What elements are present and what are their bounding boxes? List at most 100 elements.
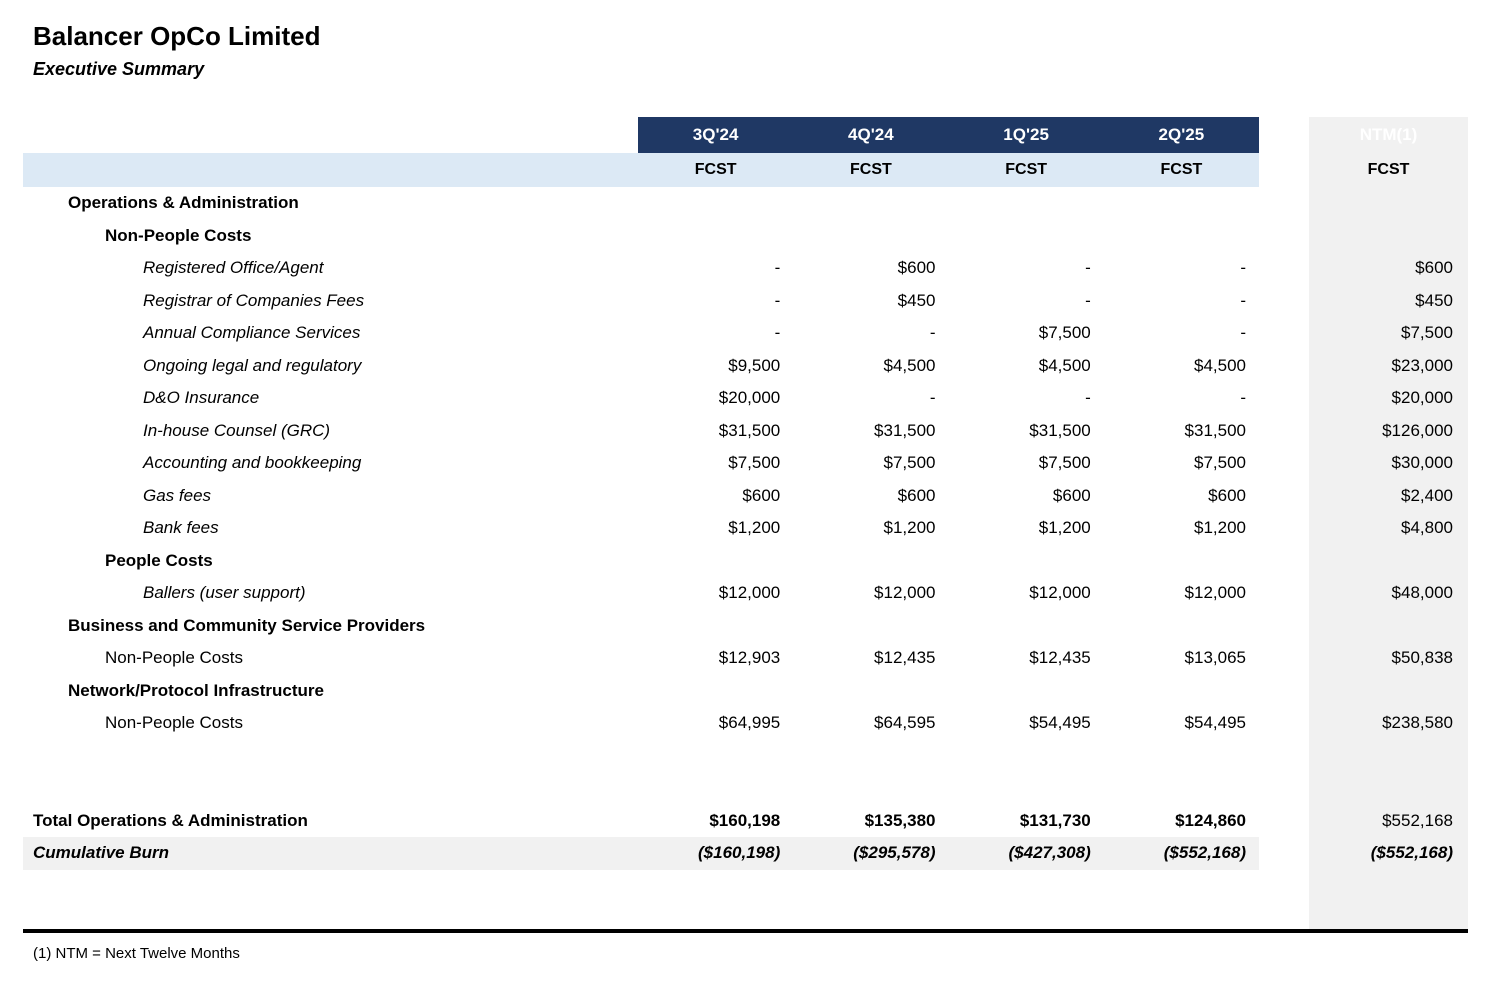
row-label: In-house Counsel (GRC) (143, 420, 331, 440)
footer-rule (23, 928, 1468, 933)
cell-q2: $64,595 (874, 713, 936, 733)
table-row: People Costs (23, 544, 1500, 578)
spacer-cell (1309, 869, 1468, 929)
cell-q1: $20,000 (718, 388, 781, 408)
cell-q2 (793, 772, 948, 805)
spacer-cell (23, 870, 638, 929)
row-label: Non-People Costs (105, 225, 252, 245)
row-label: Gas fees (143, 485, 212, 505)
cell-q4 (1104, 545, 1259, 578)
footnote: (1) NTM = Next Twelve Months (33, 944, 240, 962)
column-gap (1259, 415, 1309, 448)
cell-q3: $12,435 (1029, 648, 1091, 668)
cell-q3: $600 (1052, 485, 1091, 505)
cell-ntm: $50,838 (1309, 642, 1468, 675)
cell-q1 (638, 740, 793, 773)
cell-ntm: $552,168 (1309, 804, 1468, 837)
cell-q4 (1104, 740, 1259, 773)
cell-q2 (793, 187, 948, 220)
cell-ntm: ($552,168) (1309, 837, 1468, 870)
cell-ntm (1309, 609, 1468, 642)
column-gap (1259, 480, 1309, 513)
column-gap (1259, 837, 1309, 870)
cell-ntm: $7,500 (1309, 317, 1468, 350)
table-row: Non-People Costs (23, 219, 1500, 253)
fcst-4q24: FCST (793, 153, 949, 187)
cell-q3: - (1085, 388, 1091, 408)
cell-ntm: $48,000 (1309, 577, 1468, 610)
column-gap (1259, 447, 1309, 480)
fcst-2q25: FCST (1103, 153, 1259, 187)
cell-q3: - (1085, 290, 1091, 310)
cell-q1: - (774, 290, 781, 310)
column-gap (1259, 577, 1309, 610)
spacer-row (23, 869, 1500, 929)
cell-q2: $12,435 (874, 648, 936, 668)
column-gap (1259, 512, 1309, 545)
column-gap (1259, 772, 1309, 805)
cell-q4: - (1240, 258, 1246, 278)
row-label (23, 740, 638, 773)
table-row: Cumulative Burn ($160,198) ($295,578) ($427… (23, 837, 1500, 870)
cell-q3: $54,495 (1029, 713, 1091, 733)
cell-q2: $135,380 (864, 810, 936, 830)
row-label: Bank fees (143, 518, 219, 538)
cell-q1: $12,000 (718, 583, 781, 603)
column-gap (1259, 610, 1309, 643)
table-row: Registrar of Companies Fees - $450 - - $450 (23, 284, 1500, 317)
cell-ntm (1309, 187, 1468, 220)
table-row: Registered Office/Agent - $600 - - $600 (23, 252, 1500, 285)
cell-q4: $1,200 (1194, 518, 1246, 538)
cell-ntm (1309, 219, 1468, 252)
row-label: Business and Community Service Providers (68, 615, 426, 635)
table-row (23, 772, 1500, 805)
executive-summary-table: 3Q'24 4Q'24 1Q'25 2Q'25 NTM(1) FCST FCST… (23, 117, 1500, 962)
cell-q2 (793, 610, 948, 643)
cell-q2 (793, 545, 948, 578)
cell-ntm (1309, 772, 1468, 805)
cell-q1: $160,198 (709, 810, 781, 830)
table-row: Non-People Costs $12,903 $12,435 $12,435 $13… (23, 642, 1500, 675)
column-gap (1259, 187, 1309, 220)
cell-q3 (949, 740, 1104, 773)
cell-q4: - (1240, 323, 1246, 343)
cell-q1 (638, 220, 793, 253)
cell-q3: $7,500 (1038, 323, 1091, 343)
row-label: Network/Protocol Infrastructure (68, 680, 324, 700)
cell-q3: $131,730 (1019, 810, 1091, 830)
fcst-subheader-row: FCST FCST FCST FCST FCST (23, 153, 1500, 187)
cell-q1: $12,903 (718, 648, 781, 668)
table-row: Annual Compliance Services - - $7,500 - $7,50… (23, 317, 1500, 350)
cell-q1 (638, 545, 793, 578)
cell-ntm: $30,000 (1309, 447, 1468, 480)
cell-q3: $7,500 (1038, 453, 1091, 473)
row-label: Annual Compliance Services (143, 323, 361, 343)
cell-q3 (949, 187, 1104, 220)
cell-ntm (1309, 739, 1468, 772)
cell-q1 (638, 675, 793, 708)
column-gap (1259, 675, 1309, 708)
fcst-label-spacer (23, 153, 638, 187)
cell-q4: $31,500 (1184, 420, 1246, 440)
cell-q1: - (774, 323, 781, 343)
cell-ntm: $23,000 (1309, 349, 1468, 382)
fcst-3q24: FCST (638, 153, 794, 187)
cell-q1: $1,200 (728, 518, 781, 538)
table-body: Operations & Administration Non-People Co… (23, 187, 1500, 870)
cell-q4: $54,495 (1184, 713, 1246, 733)
column-gap (1259, 740, 1309, 773)
cell-q2: $7,500 (883, 453, 936, 473)
row-label: Registered Office/Agent (143, 258, 324, 278)
row-label: Accounting and bookkeeping (143, 453, 362, 473)
row-label: D&O Insurance (143, 388, 260, 408)
spacer-cell (793, 870, 948, 929)
row-label (23, 772, 638, 805)
cell-ntm: $238,580 (1309, 707, 1468, 740)
cell-q3: $4,500 (1038, 355, 1091, 375)
cell-q3 (949, 772, 1104, 805)
table-row: In-house Counsel (GRC) $31,500 $31,500 $31,… (23, 414, 1500, 448)
cell-q2: - (929, 388, 936, 408)
cell-q4 (1104, 772, 1259, 805)
cell-ntm: $4,800 (1309, 512, 1468, 545)
row-label: Operations & Administration (68, 193, 299, 213)
